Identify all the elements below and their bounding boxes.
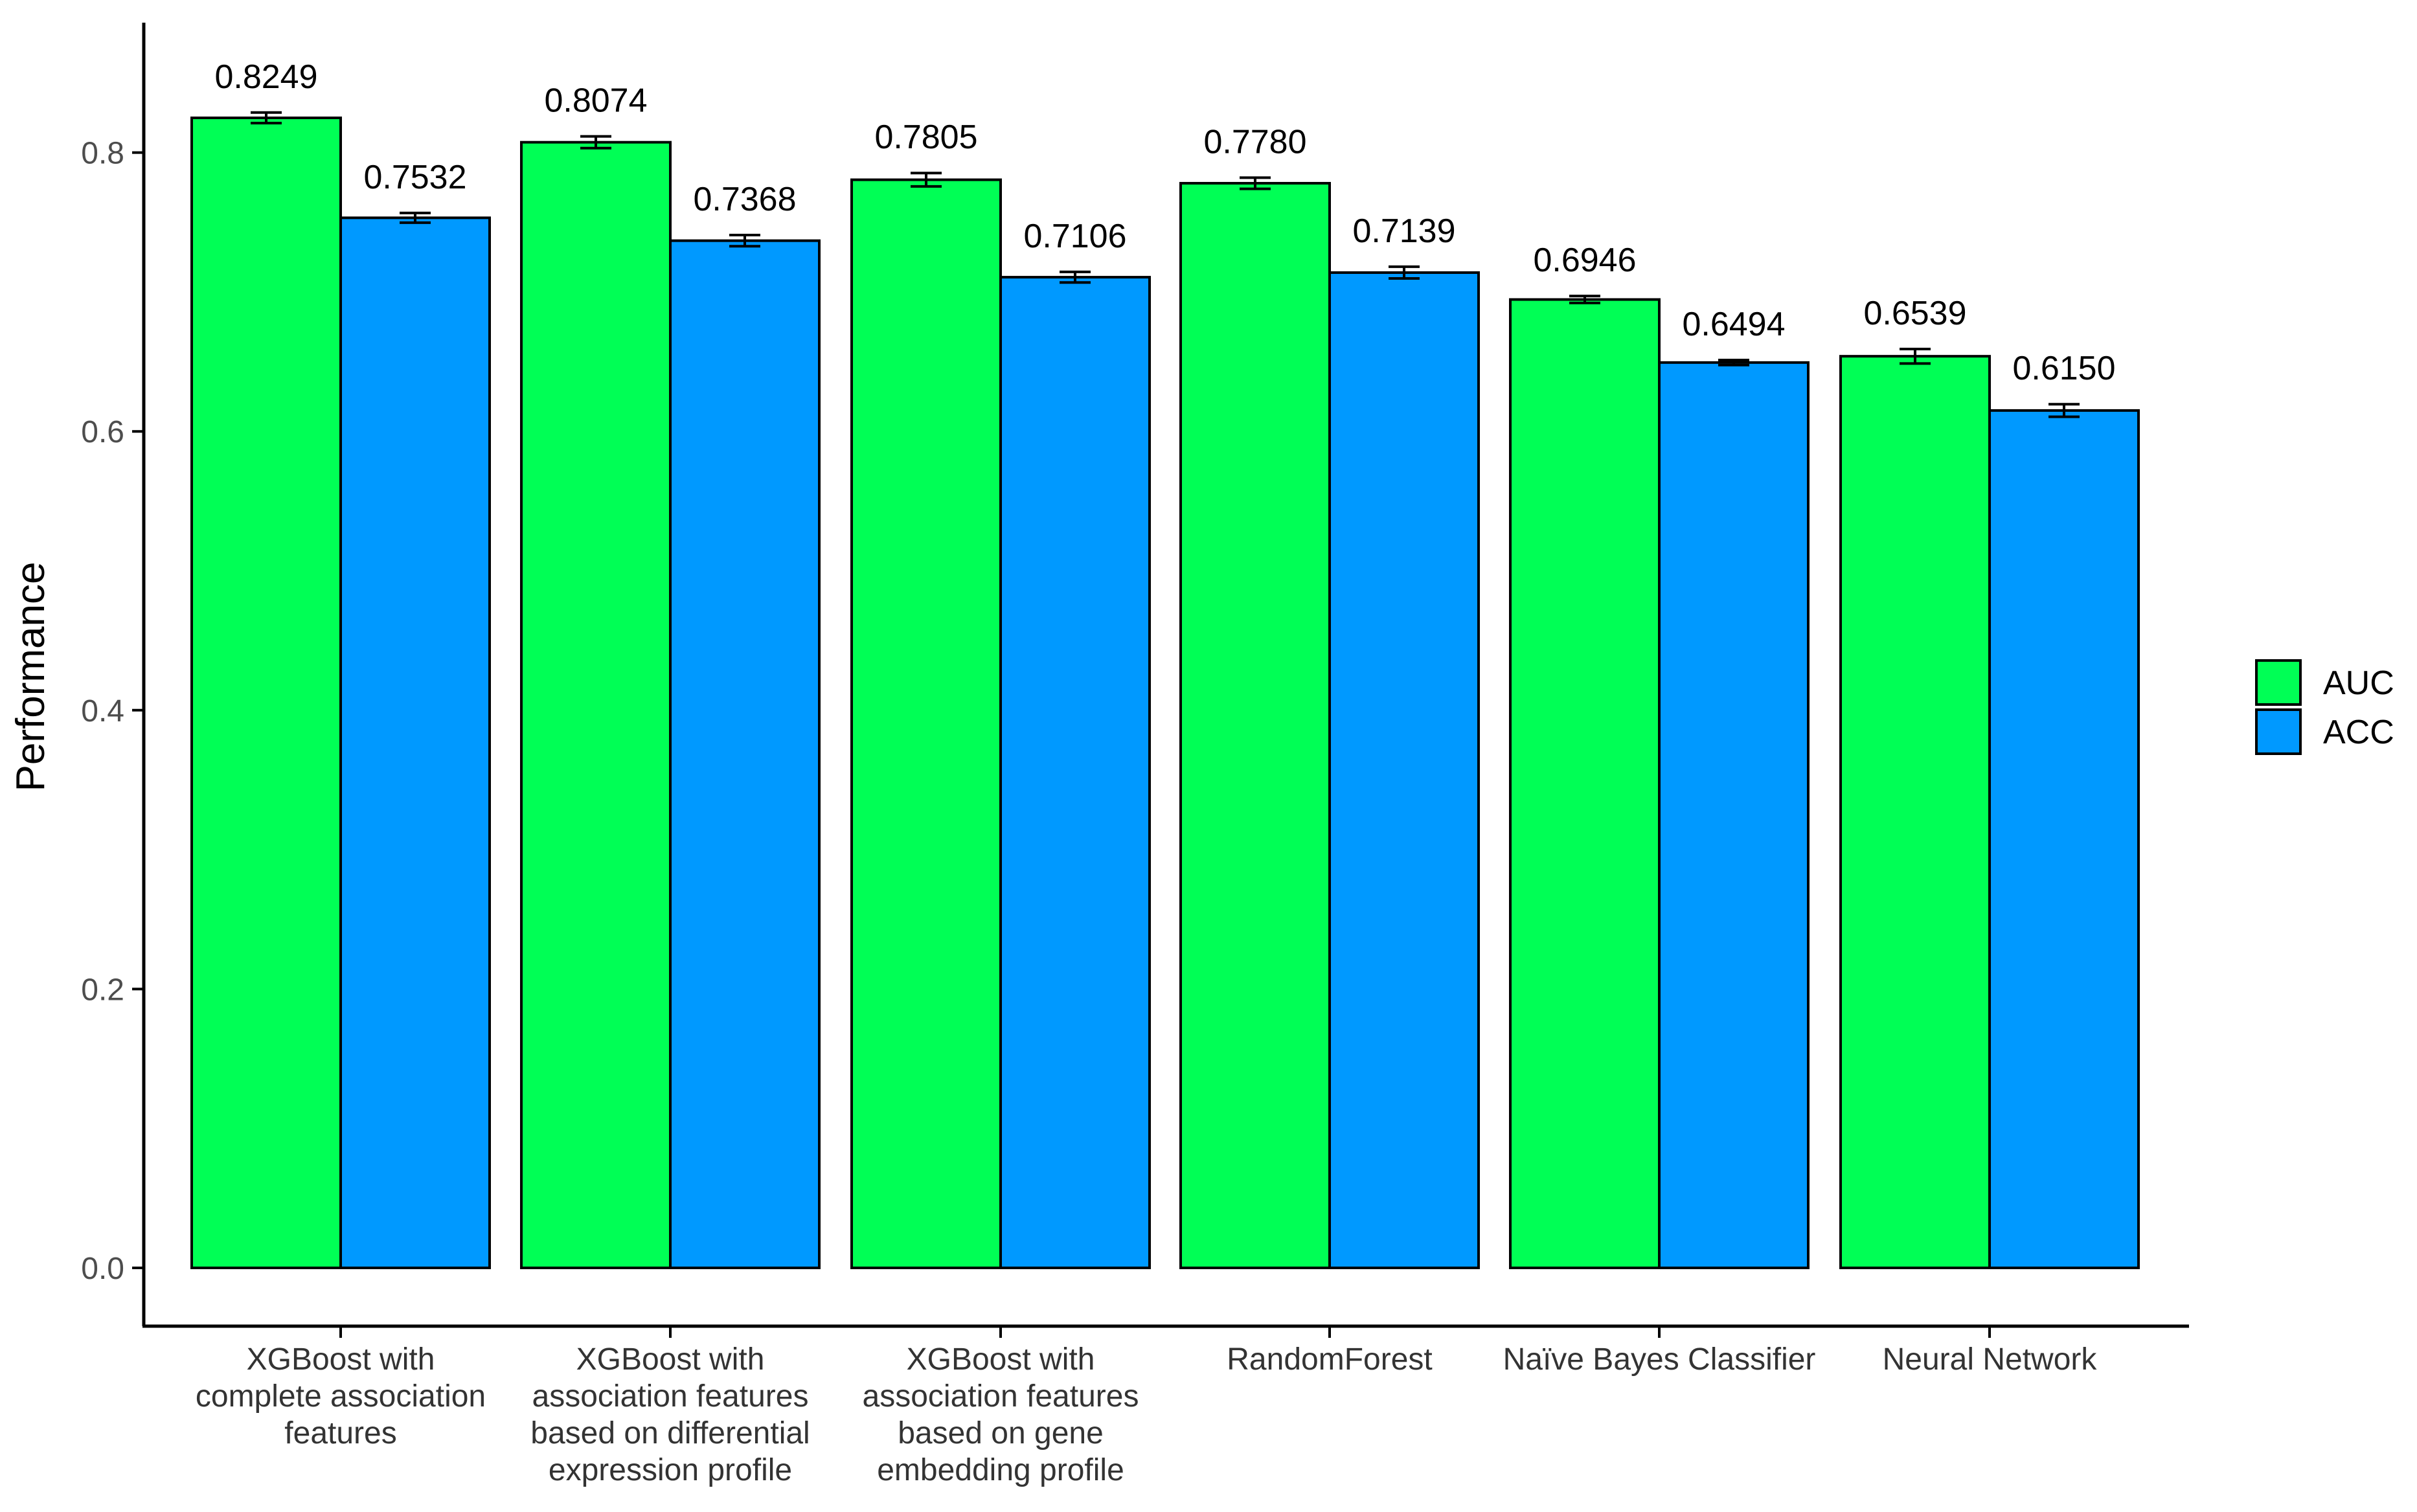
- x-tick-label: XGBoost with association features based on…: [863, 1342, 1139, 1487]
- acc-error-bar: [400, 211, 431, 224]
- acc-value-label: 0.6494: [1682, 306, 1785, 343]
- auc-value-label: 0.6539: [1863, 295, 1966, 332]
- auc-value-label: 0.8249: [214, 58, 317, 96]
- axes: [142, 23, 2189, 1328]
- y-axis-title: Performance: [8, 562, 53, 792]
- acc-error-bar: [729, 234, 760, 248]
- x-tick-label: Naïve Bayes Classifier: [1503, 1342, 1816, 1377]
- auc-bar: [1509, 298, 1661, 1269]
- auc-error-bar: [1900, 347, 1931, 365]
- acc-bar: [1658, 361, 1810, 1269]
- auc-error-bar: [251, 111, 282, 125]
- y-tick-label: 0.0: [81, 1252, 124, 1286]
- acc-error-bar: [1389, 265, 1420, 280]
- acc-bar: [999, 276, 1151, 1269]
- acc-bar: [1988, 409, 2140, 1269]
- acc-bar: [669, 239, 821, 1270]
- y-tick-label: 0.8: [81, 137, 124, 171]
- auc-error-bar: [1240, 176, 1271, 190]
- x-tick-label: RandomForest: [1227, 1342, 1432, 1377]
- acc-value-label: 0.6150: [2012, 350, 2115, 387]
- auc-value-label: 0.7805: [874, 118, 977, 156]
- legend-key-auc: [2255, 659, 2302, 706]
- legend-label-auc: AUC: [2323, 664, 2394, 702]
- acc-error-bar: [1060, 270, 1091, 284]
- legend: AUC ACC: [2255, 659, 2394, 755]
- value-labels: 0.8249 0.8074 0.7805 0.7780 0.6946 0.6539 0.75…: [214, 58, 2115, 387]
- acc-bar: [339, 216, 491, 1270]
- auc-error-bar: [911, 172, 942, 188]
- acc-value-label: 0.7139: [1352, 212, 1455, 250]
- plot-area: [190, 116, 2140, 1270]
- x-tick-label: Neural Network: [1883, 1342, 2098, 1377]
- acc-bar: [1328, 271, 1480, 1270]
- x-tick-label: XGBoost with association features based on…: [530, 1342, 810, 1487]
- y-tick-label: 0.6: [81, 415, 124, 449]
- y-ticks: 0.0 0.2 0.4 0.6 0.8: [81, 137, 144, 1286]
- auc-bar: [1179, 181, 1331, 1270]
- legend-key-acc: [2255, 708, 2302, 755]
- x-ticks: XGBoost with complete association features…: [196, 1326, 2098, 1487]
- legend-label-acc: ACC: [2323, 714, 2394, 751]
- auc-bar: [1839, 355, 1991, 1269]
- y-tick-label: 0.4: [81, 694, 124, 728]
- acc-error-bar: [1718, 358, 1749, 367]
- auc-bar: [520, 141, 672, 1269]
- auc-error-bar: [580, 135, 611, 150]
- auc-bar: [850, 178, 1002, 1269]
- auc-value-label: 0.7780: [1203, 123, 1306, 161]
- acc-value-label: 0.7532: [363, 159, 466, 196]
- error-bars: [251, 111, 2080, 418]
- auc-bar: [190, 116, 342, 1269]
- auc-error-bar: [1569, 295, 1600, 304]
- acc-value-label: 0.7368: [693, 181, 796, 218]
- auc-value-label: 0.8074: [544, 82, 647, 120]
- auc-value-label: 0.6946: [1533, 242, 1636, 279]
- acc-value-label: 0.7106: [1023, 218, 1126, 255]
- x-tick-label: XGBoost with complete association features: [196, 1342, 486, 1450]
- acc-error-bar: [2048, 403, 2080, 418]
- y-tick-label: 0.2: [81, 973, 124, 1007]
